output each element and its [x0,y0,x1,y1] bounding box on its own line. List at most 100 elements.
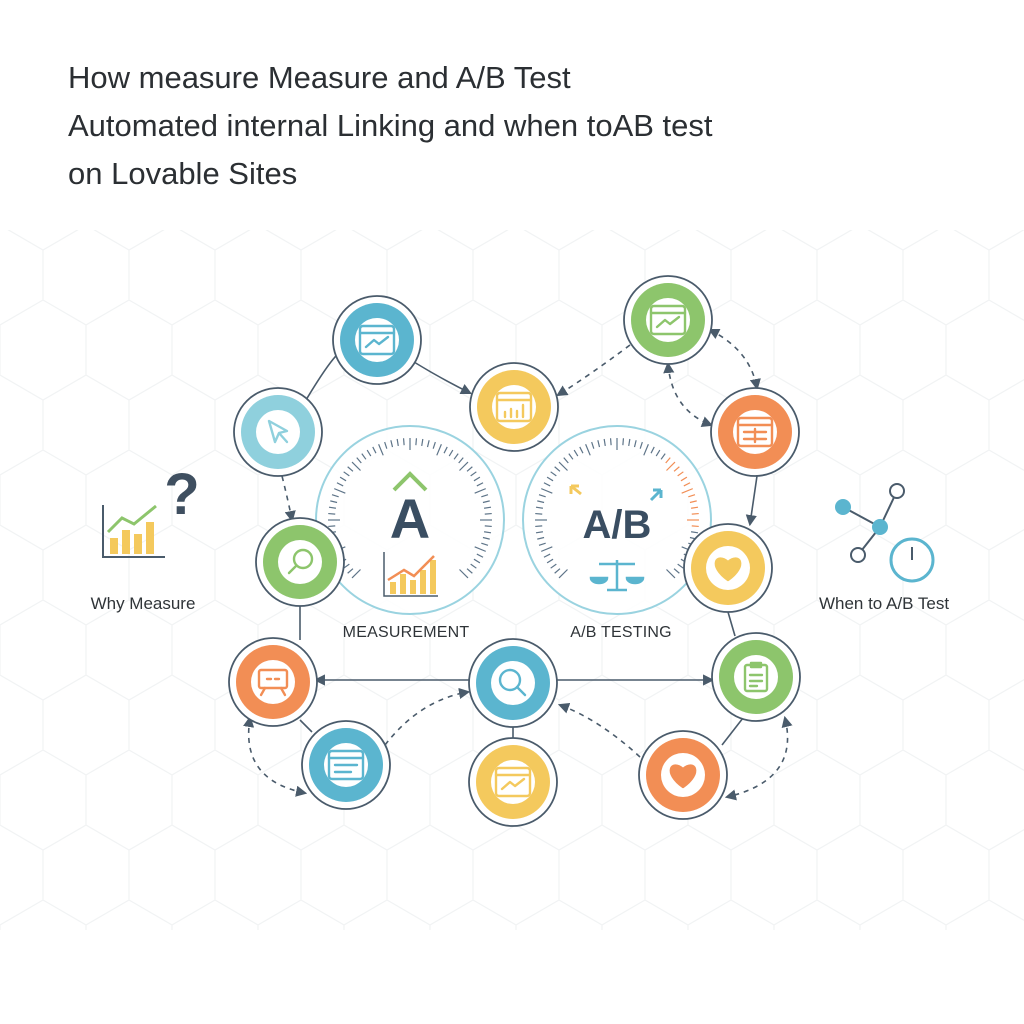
when-to-ab-test-label: When to A/B Test [818,594,950,613]
dashed-connector [557,702,641,758]
node-browser-list-11[interactable] [301,720,391,810]
node-search-9[interactable] [468,638,558,728]
gauge-tick [421,438,424,447]
cursor-icon [267,419,289,444]
node-presentation-board-8[interactable] [228,637,318,727]
gauge-tick [546,476,554,482]
connector [745,475,758,527]
heart-icon [669,764,697,789]
gauge-tick [343,563,350,569]
gauges: A A/B [315,425,712,615]
browser-form-icon [736,416,774,448]
browser-chart-icon [358,324,396,356]
node-bar-chart-3[interactable] [469,362,559,452]
gauge-tick [558,461,568,471]
gauge-tick [543,482,551,487]
gauge-tick [426,440,430,448]
gauge-tick [476,482,484,487]
gauge-tick [643,444,649,456]
gauge-tick [343,471,350,477]
gauge-tick [541,488,553,494]
gauge-tick [351,461,361,471]
gauge-tick [331,494,339,498]
gauge-tick [470,563,477,569]
gauge-tick [681,488,693,494]
gauge-tick [458,457,464,464]
node-heart-13[interactable] [638,730,728,820]
gauge-tick [691,525,699,528]
gauge-tick [665,457,671,464]
node-browser-chart-4[interactable] [623,275,713,365]
gauge-tick [384,441,388,449]
presentation-board-icon [257,668,289,697]
gauge-tick [568,453,574,460]
gauge-tick [436,444,442,456]
gauge-tick [483,506,492,509]
growth-chart-icon [383,552,438,597]
browser-chart-icon [649,304,687,336]
gauge-tick [628,438,631,447]
node-magnifier-6[interactable] [255,517,345,607]
gauge-tick [689,500,697,504]
gauge-tick [347,568,354,574]
gauge-tick [470,471,477,477]
gauge-tick [655,449,661,457]
gauge-tick [351,569,361,579]
gauge-tick [585,444,591,456]
nodes [228,275,801,827]
network-clock-icon [835,483,935,583]
dashed-connector [243,715,308,797]
gauge-tick [554,466,561,472]
gauge-tick [484,525,492,528]
gauge-tick [535,506,544,509]
gauge-tick [448,449,454,457]
gauge-tick [535,531,544,534]
gauge-tick [563,457,569,464]
node-browser-chart-1[interactable] [332,295,422,385]
gauge-tick [473,476,481,482]
dashed-connector [707,328,761,391]
node-browser-chart-12[interactable] [468,737,558,827]
gauge-tick [538,494,546,498]
gauge-tick [372,446,377,454]
gauge-tick [481,542,489,546]
gauge-tick [396,438,399,447]
gauge-tick [402,438,405,446]
connections [243,328,793,801]
gauge-tick [459,461,469,471]
gauge-tick [573,449,579,457]
gauge-tick [680,476,688,482]
gauge-tick [481,494,489,498]
gauge-tick [443,446,448,454]
gauge-tick [677,471,684,477]
gauge-tick [554,568,561,574]
gauge-tick [328,506,337,509]
gauge-tick [666,461,676,471]
arrow-icon [569,484,582,496]
gauge-tick [334,488,346,494]
gauge-tick [673,568,680,574]
connector [413,361,473,395]
gauge-tick [535,512,543,515]
chart-question-icon: ? [102,462,200,558]
node-browser-form-5[interactable] [710,387,800,477]
gauge-tick [466,568,473,574]
gauge-tick [453,453,459,460]
gauge-tick [622,438,625,446]
gauge-tick [690,531,699,534]
node-heart-7[interactable] [683,523,773,613]
gauge-glyph: A [390,487,430,550]
node-clipboard-10[interactable] [711,632,801,722]
page-title: How measure Measure and A/B Test Automat… [68,54,713,198]
gauge-tick [330,500,338,504]
gauge-tick [537,500,545,504]
node-cursor-2[interactable] [233,387,323,477]
gauge-tick [633,440,637,448]
gauge-tick [482,500,490,504]
measurement-label: MEASUREMENT [342,624,470,641]
gauge-tick [339,476,347,482]
gauge-tick [609,438,612,446]
gauge-tick [361,453,367,460]
gauge-tick [328,525,336,528]
